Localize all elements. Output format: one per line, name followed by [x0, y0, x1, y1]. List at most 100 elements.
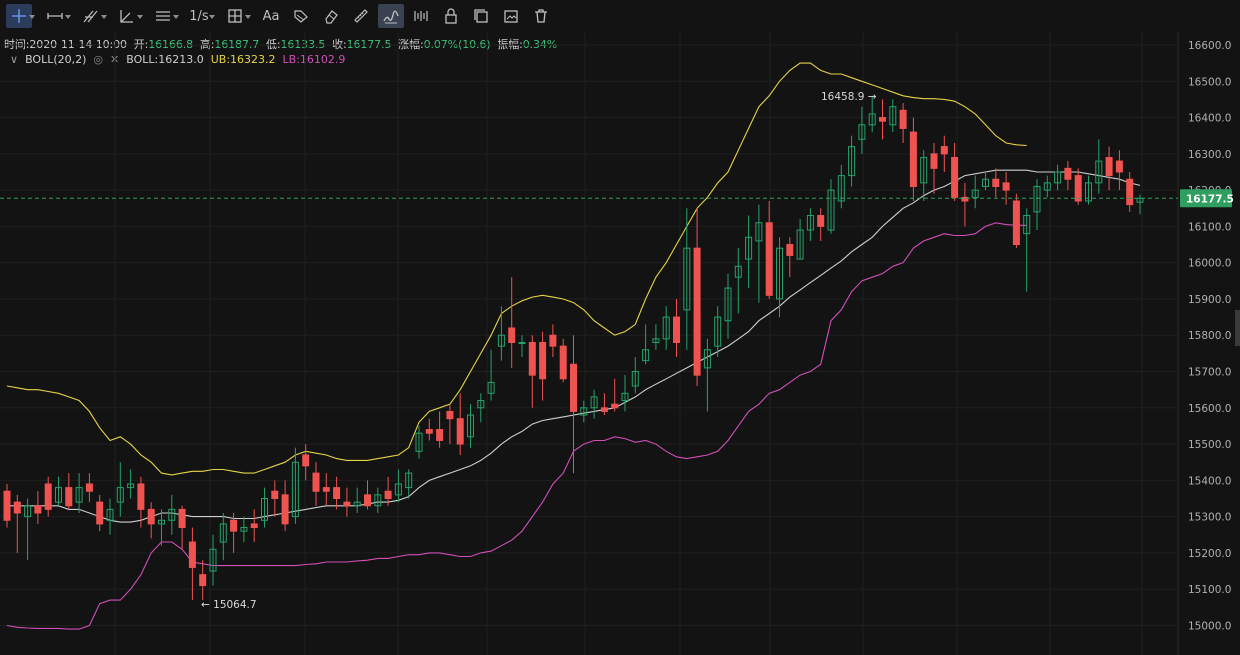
- y-tick-label: 16100.0: [1188, 221, 1231, 233]
- candle-body: [250, 523, 258, 529]
- magnet-pencil-icon[interactable]: [378, 4, 404, 28]
- hide-drawings-icon[interactable]: [408, 4, 434, 28]
- candle-body: [343, 501, 351, 507]
- candle-body: [786, 244, 794, 256]
- candle-body: [971, 189, 979, 198]
- candle-body: [621, 392, 629, 402]
- candle-body: [65, 487, 73, 507]
- candle-body: [549, 334, 557, 347]
- candle-body: [127, 483, 135, 489]
- candle-body: [539, 341, 547, 380]
- candle-body: [24, 505, 32, 518]
- candle-body: [776, 247, 783, 300]
- side-panel-handle[interactable]: [1235, 310, 1240, 346]
- eraser-icon[interactable]: [318, 4, 344, 28]
- candlestick-chart[interactable]: 16600.016500.016400.016300.016200.016100…: [0, 32, 1240, 655]
- fibonacci-label: 1/s: [189, 8, 209, 24]
- candle-body: [96, 501, 104, 525]
- candle-body: [322, 487, 330, 492]
- candle-body: [384, 490, 392, 499]
- candle-body: [467, 414, 474, 438]
- candle-body: [281, 494, 289, 525]
- y-tick-label: 15300.0: [1188, 512, 1231, 524]
- y-tick-label: 16000.0: [1188, 258, 1231, 270]
- candle-body: [642, 349, 650, 362]
- candle-body: [158, 519, 165, 525]
- candle-body: [85, 483, 93, 492]
- lock-icon[interactable]: [438, 4, 464, 28]
- candle-body: [312, 472, 320, 492]
- crosshair-icon[interactable]: [6, 4, 35, 28]
- ruler-icon[interactable]: [348, 4, 374, 28]
- candle-body: [827, 189, 835, 231]
- candle-body: [168, 508, 176, 521]
- indicator-name[interactable]: BOLL(20,2): [25, 53, 87, 66]
- candle-body: [837, 175, 845, 202]
- candle-body: [209, 548, 217, 572]
- candle-body: [137, 483, 145, 510]
- text-tool-label: Aa: [262, 8, 280, 24]
- candle-body: [1012, 200, 1020, 246]
- candle-body: [333, 487, 341, 499]
- candle-body: [868, 113, 876, 126]
- candle-body: [590, 396, 598, 409]
- candle-body: [116, 487, 124, 503]
- y-tick-label: 15800.0: [1188, 330, 1231, 342]
- y-tick-label: 16600.0: [1188, 40, 1231, 52]
- parallel-lines-icon[interactable]: [150, 4, 179, 28]
- candle-body: [3, 490, 11, 521]
- y-tick-label: 16400.0: [1188, 113, 1231, 125]
- candle-body: [106, 508, 114, 521]
- candle-body: [415, 432, 423, 452]
- lb-label: LB:: [282, 53, 300, 66]
- settings-icon[interactable]: ◎: [93, 53, 104, 66]
- y-tick-label: 15500.0: [1188, 439, 1231, 451]
- candle-body: [487, 381, 495, 394]
- y-tick-label: 15900.0: [1188, 294, 1231, 306]
- candle-body: [765, 222, 773, 296]
- collapse-chevron-icon[interactable]: ∨: [10, 53, 19, 66]
- horizontal-line-icon[interactable]: [42, 4, 71, 28]
- boll-upper-band: [6, 62, 1027, 476]
- candle-body: [436, 429, 444, 441]
- screenshot-icon[interactable]: [498, 4, 524, 28]
- low-annotation: ← 15064.7: [201, 599, 257, 611]
- candle-body: [951, 156, 959, 198]
- candle-body: [497, 334, 505, 347]
- boll-value: 16213.0: [158, 53, 204, 66]
- candle-body: [600, 407, 608, 412]
- candle-body: [909, 131, 917, 187]
- lb-value: 16102.9: [299, 53, 346, 66]
- pattern-icon[interactable]: [288, 4, 314, 28]
- measure-grid-icon[interactable]: [222, 4, 251, 28]
- y-tick-label: 16500.0: [1188, 76, 1231, 88]
- fibonacci-icon[interactable]: 1/s: [186, 4, 215, 28]
- candle-body: [405, 472, 413, 489]
- candle-body: [1136, 197, 1144, 203]
- candle-body: [734, 265, 742, 278]
- candle-body: [528, 341, 536, 376]
- candle-body: [631, 371, 639, 387]
- candle-body: [261, 498, 268, 521]
- candle-body: [199, 574, 207, 587]
- candle-body: [1033, 185, 1041, 213]
- copy-icon[interactable]: [468, 4, 494, 28]
- candle-body: [13, 501, 21, 514]
- candle-body: [55, 487, 62, 503]
- text-tool-icon[interactable]: Aa: [258, 4, 284, 28]
- candle-body: [848, 146, 856, 177]
- angle-icon[interactable]: [114, 4, 143, 28]
- candle-body: [879, 117, 886, 122]
- trash-icon[interactable]: [528, 4, 554, 28]
- trend-lines-icon[interactable]: [78, 4, 107, 28]
- y-tick-label: 16300.0: [1188, 149, 1231, 161]
- candle-body: [796, 229, 804, 260]
- candle-body: [75, 487, 83, 503]
- candle-body: [755, 222, 763, 242]
- candle-body: [940, 146, 948, 155]
- candle-body: [188, 541, 196, 568]
- candle-body: [271, 490, 279, 499]
- candle-body: [611, 403, 619, 409]
- last-price-tag: [1180, 189, 1232, 208]
- candle-body: [147, 508, 155, 525]
